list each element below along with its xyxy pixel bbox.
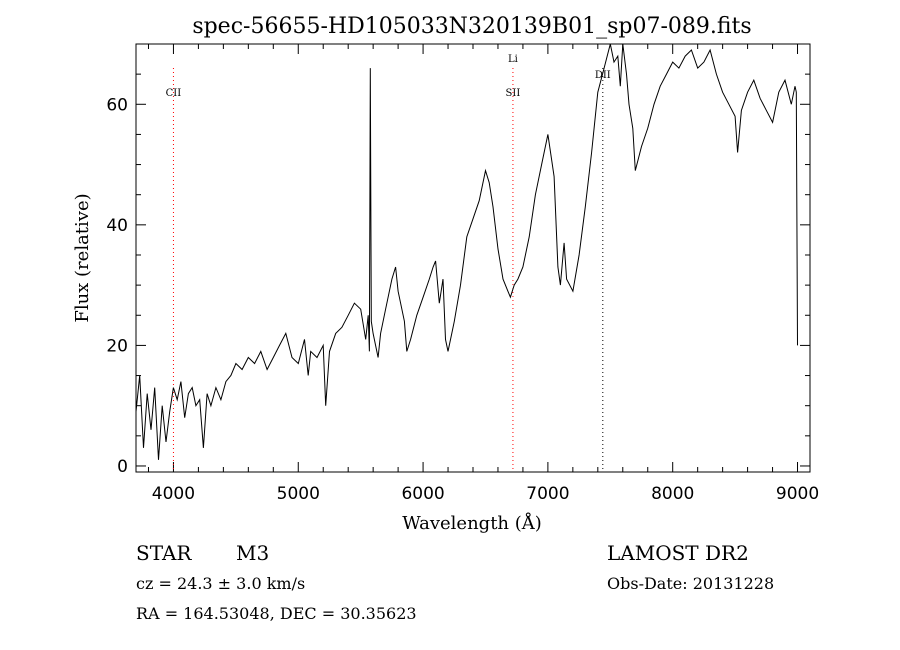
chart-title: spec-56655-HD105033N320139B01_sp07-089.f… [192, 14, 751, 39]
spectral-line-markers: CII SII Li DII [166, 54, 611, 472]
line-label-dii: DII [595, 70, 611, 81]
survey-label: LAMOST DR2 [607, 541, 749, 565]
x-tick-label: 5000 [277, 484, 320, 504]
y-tick-label: 0 [117, 457, 128, 477]
x-tick-label: 6000 [401, 484, 444, 504]
x-tick-label: 8000 [651, 484, 694, 504]
y-axis-label: Flux (relative) [72, 193, 93, 322]
obs-date-text: Obs-Date: 20131228 [607, 574, 774, 593]
y-tick-labels: 0 20 40 60 [106, 95, 128, 477]
redshift-text: cz = 24.3 ± 3.0 km/s [136, 574, 305, 593]
x-tick-label: 9000 [776, 484, 819, 504]
coordinates-text: RA = 164.53048, DEC = 30.35623 [136, 604, 417, 623]
y-tick-label: 60 [106, 95, 128, 115]
object-class-label: STAR [136, 541, 192, 565]
x-tick-label: 4000 [152, 484, 195, 504]
subclass-label: M3 [236, 541, 269, 565]
x-axis-label: Wavelength (Å) [402, 512, 542, 534]
line-label-cii: CII [166, 88, 182, 99]
y-tick-label: 40 [106, 216, 128, 236]
line-label-li: Li [508, 54, 518, 65]
line-label-sii: SII [506, 88, 521, 99]
spectrum-series-line [135, 43, 798, 460]
x-tick-labels: 4000 5000 6000 7000 8000 9000 [152, 484, 819, 504]
y-tick-label: 20 [106, 336, 128, 356]
x-tick-label: 7000 [526, 484, 569, 504]
axis-ticks [136, 44, 810, 472]
plot-frame [135, 43, 811, 473]
